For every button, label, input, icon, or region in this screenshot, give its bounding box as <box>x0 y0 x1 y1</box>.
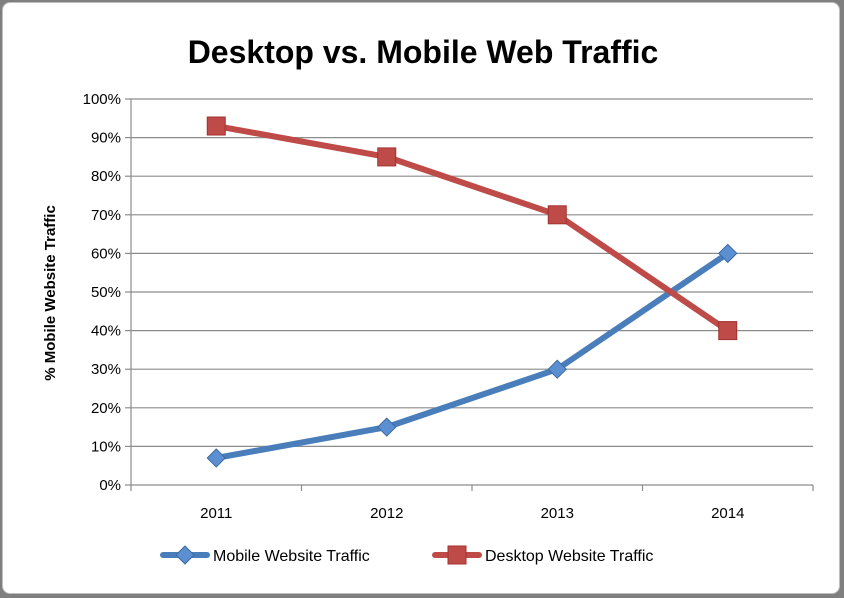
y-tick-label: 50% <box>91 284 121 301</box>
axes: 0% 10% 20% 30% 40% 50% 60% 70% 80% 90% 100% 2011 201… <box>83 91 814 522</box>
y-tick-label: 0% <box>99 477 121 494</box>
x-tick-label: 2012 <box>370 505 403 522</box>
x-tick-label: 2011 <box>200 505 232 522</box>
legend-entry: Desktop Website Traffic <box>432 545 653 565</box>
data-point <box>206 448 226 468</box>
y-tick-label: 90% <box>91 130 121 147</box>
y-tick-label: 70% <box>91 207 121 224</box>
legend-marker <box>175 545 195 565</box>
legend-entry: Mobile Website Traffic <box>160 545 370 565</box>
y-tick-label: 30% <box>91 361 121 378</box>
legend-label: Mobile Website Traffic <box>213 548 370 565</box>
data-point <box>547 205 567 225</box>
data-point <box>547 359 567 379</box>
y-tick-label: 20% <box>91 400 121 417</box>
data-point <box>718 321 738 341</box>
legend: Mobile Website Traffic Desktop Website Tr… <box>160 545 653 565</box>
x-tick-label: 2013 <box>541 505 574 522</box>
data-point <box>718 243 738 264</box>
y-tick-label: 80% <box>91 168 121 185</box>
legend-marker <box>447 545 467 565</box>
series-desktop <box>206 116 738 341</box>
series-mobile <box>206 243 738 468</box>
series-lines <box>206 116 738 468</box>
series-line <box>213 123 731 334</box>
line-chart: Desktop vs. Mobile Web Traffic % Mobile … <box>42 34 814 565</box>
y-tick-label: 40% <box>91 323 121 340</box>
y-tick-label: 100% <box>83 91 121 108</box>
y-tick-label: 10% <box>91 438 121 455</box>
chart-title: Desktop vs. Mobile Web Traffic <box>188 34 659 70</box>
x-tick-label: 2014 <box>711 505 744 522</box>
series-line <box>213 250 731 461</box>
gridlines <box>131 98 813 447</box>
y-tick-label: 60% <box>91 245 121 262</box>
data-point <box>377 417 397 437</box>
data-point <box>377 147 397 167</box>
legend-label: Desktop Website Traffic <box>485 548 653 565</box>
y-axis-label: % Mobile Website Traffic <box>42 205 59 381</box>
data-point <box>206 116 226 136</box>
